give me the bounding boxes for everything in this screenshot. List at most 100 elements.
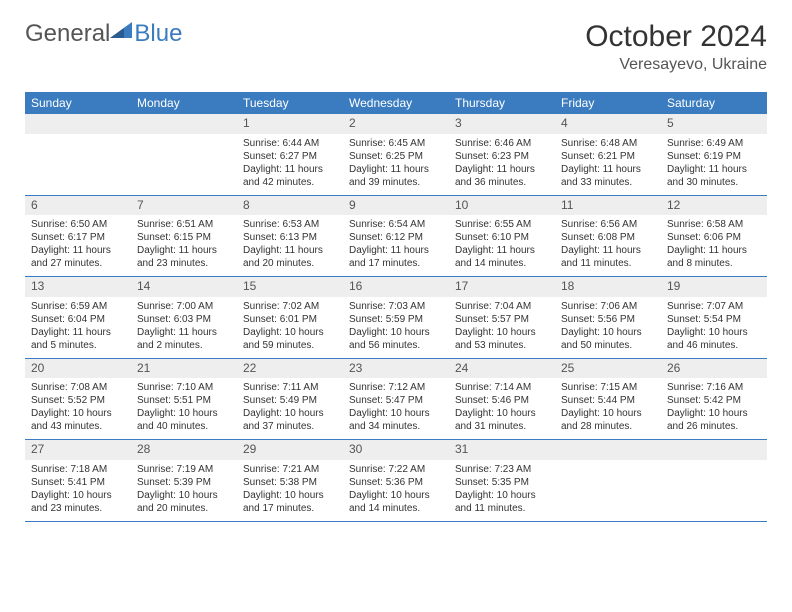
sunrise-text: Sunrise: 7:04 AM [455,300,549,313]
sunset-text: Sunset: 6:01 PM [243,313,337,326]
day-number: 7 [131,196,237,216]
day-number: 5 [661,114,767,134]
day-header: Tuesday [237,92,343,114]
daylight-text: Daylight: 10 hours and 53 minutes. [455,326,549,352]
daylight-text: Daylight: 11 hours and 42 minutes. [243,163,337,189]
day-header: Wednesday [343,92,449,114]
day-cell [131,114,237,195]
daylight-text: Daylight: 10 hours and 31 minutes. [455,407,549,433]
day-content: Sunrise: 6:45 AMSunset: 6:25 PMDaylight:… [343,134,449,195]
sunset-text: Sunset: 5:44 PM [561,394,655,407]
day-cell: 27Sunrise: 7:18 AMSunset: 5:41 PMDayligh… [25,440,131,522]
daylight-text: Daylight: 11 hours and 2 minutes. [137,326,231,352]
day-number: 16 [343,277,449,297]
sunset-text: Sunset: 6:13 PM [243,231,337,244]
day-content-empty [555,460,661,516]
day-cell: 10Sunrise: 6:55 AMSunset: 6:10 PMDayligh… [449,195,555,277]
day-cell: 7Sunrise: 6:51 AMSunset: 6:15 PMDaylight… [131,195,237,277]
day-cell: 9Sunrise: 6:54 AMSunset: 6:12 PMDaylight… [343,195,449,277]
day-number: 6 [25,196,131,216]
sunrise-text: Sunrise: 7:10 AM [137,381,231,394]
day-number: 9 [343,196,449,216]
sunset-text: Sunset: 5:36 PM [349,476,443,489]
day-header: Monday [131,92,237,114]
day-cell: 14 Sunrise: 7:00 AMSunset: 6:03 PMDayligh… [131,277,237,359]
daylight-text: Daylight: 11 hours and 27 minutes. [31,244,125,270]
day-number: 15 [237,277,343,297]
day-cell: 25Sunrise: 7:15 AMSunset: 5:44 PMDayligh… [555,358,661,440]
sunset-text: Sunset: 6:10 PM [455,231,549,244]
daylight-text: Daylight: 10 hours and 50 minutes. [561,326,655,352]
sunrise-text: Sunrise: 7:00 AM [137,300,231,313]
day-content: Sunrise: 7:07 AMSunset: 5:54 PMDaylight:… [661,297,767,358]
daylight-text: Daylight: 10 hours and 26 minutes. [667,407,761,433]
sunset-text: Sunset: 6:12 PM [349,231,443,244]
daylight-text: Daylight: 10 hours and 23 minutes. [31,489,125,515]
day-number: 1 [237,114,343,134]
day-content: Sunrise: 7:18 AMSunset: 5:41 PMDaylight:… [25,460,131,521]
sunrise-text: Sunrise: 7:23 AM [455,463,549,476]
day-number-empty [661,440,767,460]
day-content-empty [25,134,131,190]
day-content: Sunrise: 6:58 AMSunset: 6:06 PMDaylight:… [661,215,767,276]
triangle-icon [110,22,132,38]
day-content: Sunrise: 7:03 AMSunset: 5:59 PMDaylight:… [343,297,449,358]
sunset-text: Sunset: 6:25 PM [349,150,443,163]
sunset-text: Sunset: 6:04 PM [31,313,125,326]
day-content: Sunrise: 6:44 AMSunset: 6:27 PMDaylight:… [237,134,343,195]
day-content: Sunrise: 6:55 AMSunset: 6:10 PMDaylight:… [449,215,555,276]
day-cell: 3Sunrise: 6:46 AMSunset: 6:23 PMDaylight… [449,114,555,195]
daylight-text: Daylight: 11 hours and 33 minutes. [561,163,655,189]
sunrise-text: Sunrise: 7:22 AM [349,463,443,476]
daylight-text: Daylight: 10 hours and 46 minutes. [667,326,761,352]
sunrise-text: Sunrise: 6:45 AM [349,137,443,150]
day-content: Sunrise: 6:59 AMSunset: 6:04 PMDaylight:… [25,297,131,358]
sunset-text: Sunset: 5:59 PM [349,313,443,326]
sunrise-text: Sunrise: 7:16 AM [667,381,761,394]
daylight-text: Daylight: 10 hours and 20 minutes. [137,489,231,515]
day-header: Friday [555,92,661,114]
day-number: 30 [343,440,449,460]
day-content: Sunrise: 6:50 AMSunset: 6:17 PMDaylight:… [25,215,131,276]
day-number: 21 [131,359,237,379]
day-content: Sunrise: 7:22 AMSunset: 5:36 PMDaylight:… [343,460,449,521]
day-number: 3 [449,114,555,134]
sunset-text: Sunset: 6:03 PM [137,313,231,326]
day-header: Thursday [449,92,555,114]
day-content-empty [131,134,237,190]
day-cell: 5Sunrise: 6:49 AMSunset: 6:19 PMDaylight… [661,114,767,195]
day-cell: 1Sunrise: 6:44 AMSunset: 6:27 PMDaylight… [237,114,343,195]
sunrise-text: Sunrise: 7:03 AM [349,300,443,313]
sunrise-text: Sunrise: 6:53 AM [243,218,337,231]
day-number: 14 [131,277,237,297]
day-cell: 8Sunrise: 6:53 AMSunset: 6:13 PMDaylight… [237,195,343,277]
sunrise-text: Sunrise: 6:54 AM [349,218,443,231]
day-cell [25,114,131,195]
sunrise-text: Sunrise: 7:21 AM [243,463,337,476]
daylight-text: Daylight: 11 hours and 5 minutes. [31,326,125,352]
day-content: Sunrise: 7:23 AMSunset: 5:35 PMDaylight:… [449,460,555,521]
day-cell: 15Sunrise: 7:02 AMSunset: 6:01 PMDayligh… [237,277,343,359]
daylight-text: Daylight: 10 hours and 14 minutes. [349,489,443,515]
day-cell [555,440,661,522]
daylight-text: Daylight: 11 hours and 39 minutes. [349,163,443,189]
calendar-table: SundayMondayTuesdayWednesdayThursdayFrid… [25,92,767,522]
sunrise-text: Sunrise: 6:49 AM [667,137,761,150]
day-header: Sunday [25,92,131,114]
sunset-text: Sunset: 5:56 PM [561,313,655,326]
day-cell: 31Sunrise: 7:23 AMSunset: 5:35 PMDayligh… [449,440,555,522]
sunrise-text: Sunrise: 7:19 AM [137,463,231,476]
day-cell: 23Sunrise: 7:12 AMSunset: 5:47 PMDayligh… [343,358,449,440]
day-content: Sunrise: 6:54 AMSunset: 6:12 PMDaylight:… [343,215,449,276]
day-number: 17 [449,277,555,297]
day-content: Sunrise: 6:53 AMSunset: 6:13 PMDaylight:… [237,215,343,276]
daylight-text: Daylight: 11 hours and 8 minutes. [667,244,761,270]
title-block: October 2024 Veresayevo, Ukraine [585,20,767,74]
sunset-text: Sunset: 5:49 PM [243,394,337,407]
daylight-text: Daylight: 11 hours and 20 minutes. [243,244,337,270]
sunset-text: Sunset: 5:54 PM [667,313,761,326]
sunrise-text: Sunrise: 6:58 AM [667,218,761,231]
sunset-text: Sunset: 6:27 PM [243,150,337,163]
calendar-row: 1Sunrise: 6:44 AMSunset: 6:27 PMDaylight… [25,114,767,195]
sunset-text: Sunset: 6:15 PM [137,231,231,244]
